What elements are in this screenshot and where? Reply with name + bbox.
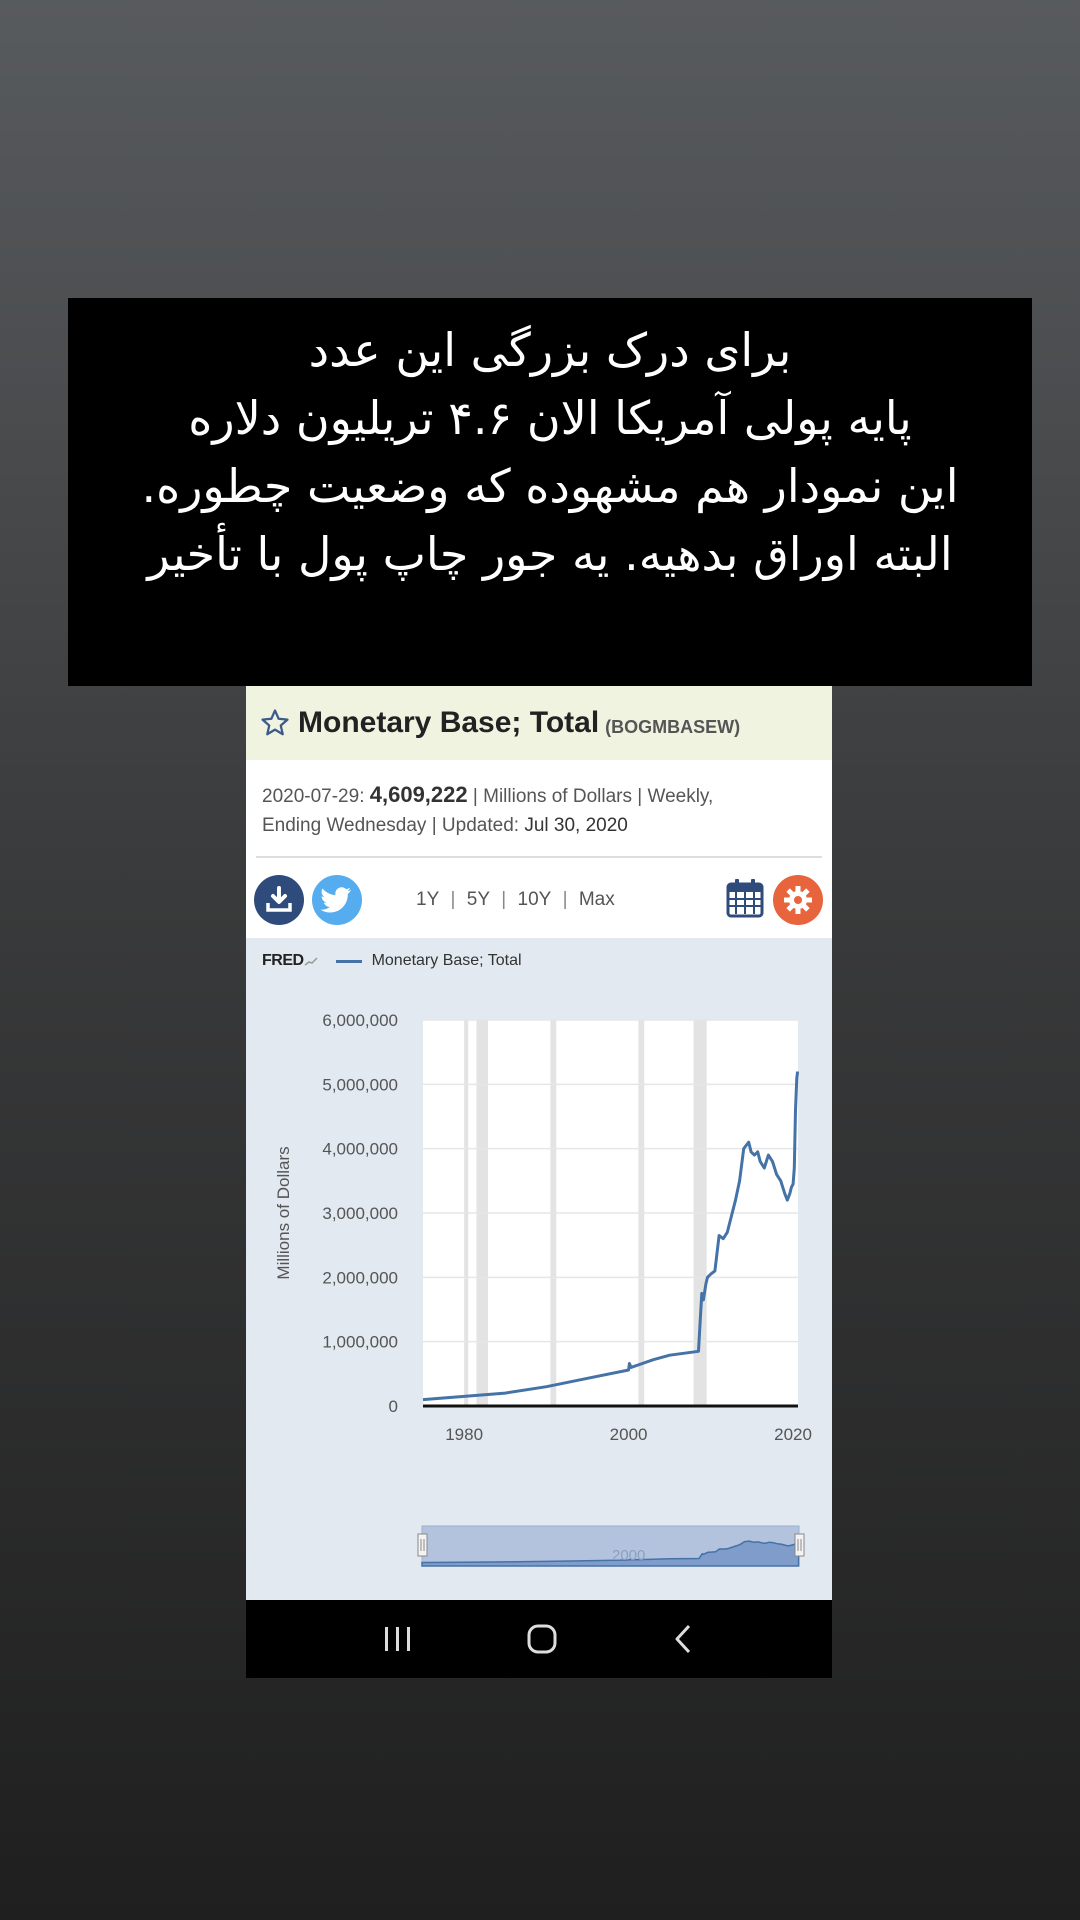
caption-line: این نمودار هم مشهوده که وضعیت چطوره.: [141, 459, 959, 513]
x-tick-label: 1980: [445, 1425, 483, 1444]
gear-icon: [784, 886, 812, 914]
updated-date: Jul 30, 2020: [524, 815, 628, 836]
recent-apps-icon[interactable]: [383, 1625, 413, 1653]
line-chart[interactable]: 0 1,000,000 2,000,000 3,000,000 4,000,000 5,0…: [246, 938, 832, 1600]
navigator-series: [421, 1533, 800, 1567]
series-meta: 2020-07-29: 4,609,222 | Millions of Doll…: [246, 760, 832, 840]
y-tick-label: 5,000,000: [322, 1075, 398, 1094]
settings-button[interactable]: [773, 875, 823, 925]
series-title-bar: Monetary Base; Total (BOGMBASEW): [246, 686, 832, 760]
series-id: (BOGMBASEW): [605, 716, 741, 737]
range-10y[interactable]: 10Y: [517, 889, 552, 910]
range-1y[interactable]: 1Y: [416, 889, 440, 910]
range-selector: 1Y | 5Y | 10Y | Max: [413, 889, 618, 911]
calendar-button[interactable]: [726, 878, 764, 923]
frequency-text: Ending Wednesday | Updated:: [262, 815, 520, 836]
y-tick-label: 6,000,000: [322, 1011, 398, 1030]
home-icon[interactable]: [526, 1623, 558, 1655]
calendar-icon: [726, 878, 764, 917]
twitter-button[interactable]: [312, 875, 362, 925]
range-5y[interactable]: 5Y: [466, 889, 490, 910]
chart-toolbar: 1Y | 5Y | 10Y | Max: [246, 858, 832, 942]
twitter-icon: [321, 887, 351, 913]
y-tick-label: 3,000,000: [322, 1204, 398, 1223]
fred-logo-icon: [304, 957, 318, 966]
observation-value: 4,609,222: [369, 782, 468, 807]
series-line: [422, 1071, 800, 1402]
range-separator: |: [562, 889, 568, 910]
back-icon[interactable]: [671, 1623, 695, 1655]
divider: [256, 856, 822, 858]
units-text: | Millions of Dollars | Weekly,: [472, 786, 714, 807]
observation-date: 2020-07-29:: [262, 786, 365, 807]
caption-line: برای درک بزرگی این عدد: [308, 323, 792, 377]
legend-label: Monetary Base; Total: [371, 952, 522, 969]
fred-logo: FRED: [262, 952, 304, 969]
chart-legend: FRED Monetary Base; Total: [262, 952, 522, 970]
caption-overlay: برای درک بزرگی این عدد پایه پولی آمریکا …: [68, 298, 1032, 686]
caption-line: البته اوراق بدهیه. یه جور چاپ پول با تأخ…: [147, 527, 953, 581]
x-tick-label: 2020: [774, 1425, 812, 1444]
y-tick-label: 1,000,000: [322, 1333, 398, 1352]
chart-panel: FRED Monetary Base; Total 0 1,000,000 2,00…: [246, 938, 832, 1600]
y-tick-label: 2,000,000: [322, 1268, 398, 1287]
range-separator: |: [450, 889, 456, 910]
y-axis-label: Millions of Dollars: [274, 1146, 293, 1279]
star-icon[interactable]: [260, 708, 290, 738]
download-icon: [266, 886, 292, 912]
navigator-handle[interactable]: [794, 1533, 805, 1557]
y-tick-label: 0: [389, 1397, 398, 1416]
fred-screen: Monetary Base; Total (BOGMBASEW) 2020-07…: [246, 686, 832, 1600]
series-title: Monetary Base; Total: [298, 706, 600, 739]
range-separator: |: [501, 889, 507, 910]
caption-line: پایه پولی آمریکا الان ۴.۶ تریلیون دلاره: [188, 391, 912, 445]
range-max[interactable]: Max: [578, 889, 615, 910]
android-nav-bar: [246, 1600, 832, 1678]
navigator-handle[interactable]: [417, 1533, 428, 1557]
y-tick-label: 4,000,000: [322, 1140, 398, 1159]
legend-swatch: [335, 959, 362, 963]
navigator-tick-label: 2000: [612, 1547, 645, 1564]
download-button[interactable]: [254, 875, 304, 925]
x-tick-label: 2000: [610, 1425, 648, 1444]
